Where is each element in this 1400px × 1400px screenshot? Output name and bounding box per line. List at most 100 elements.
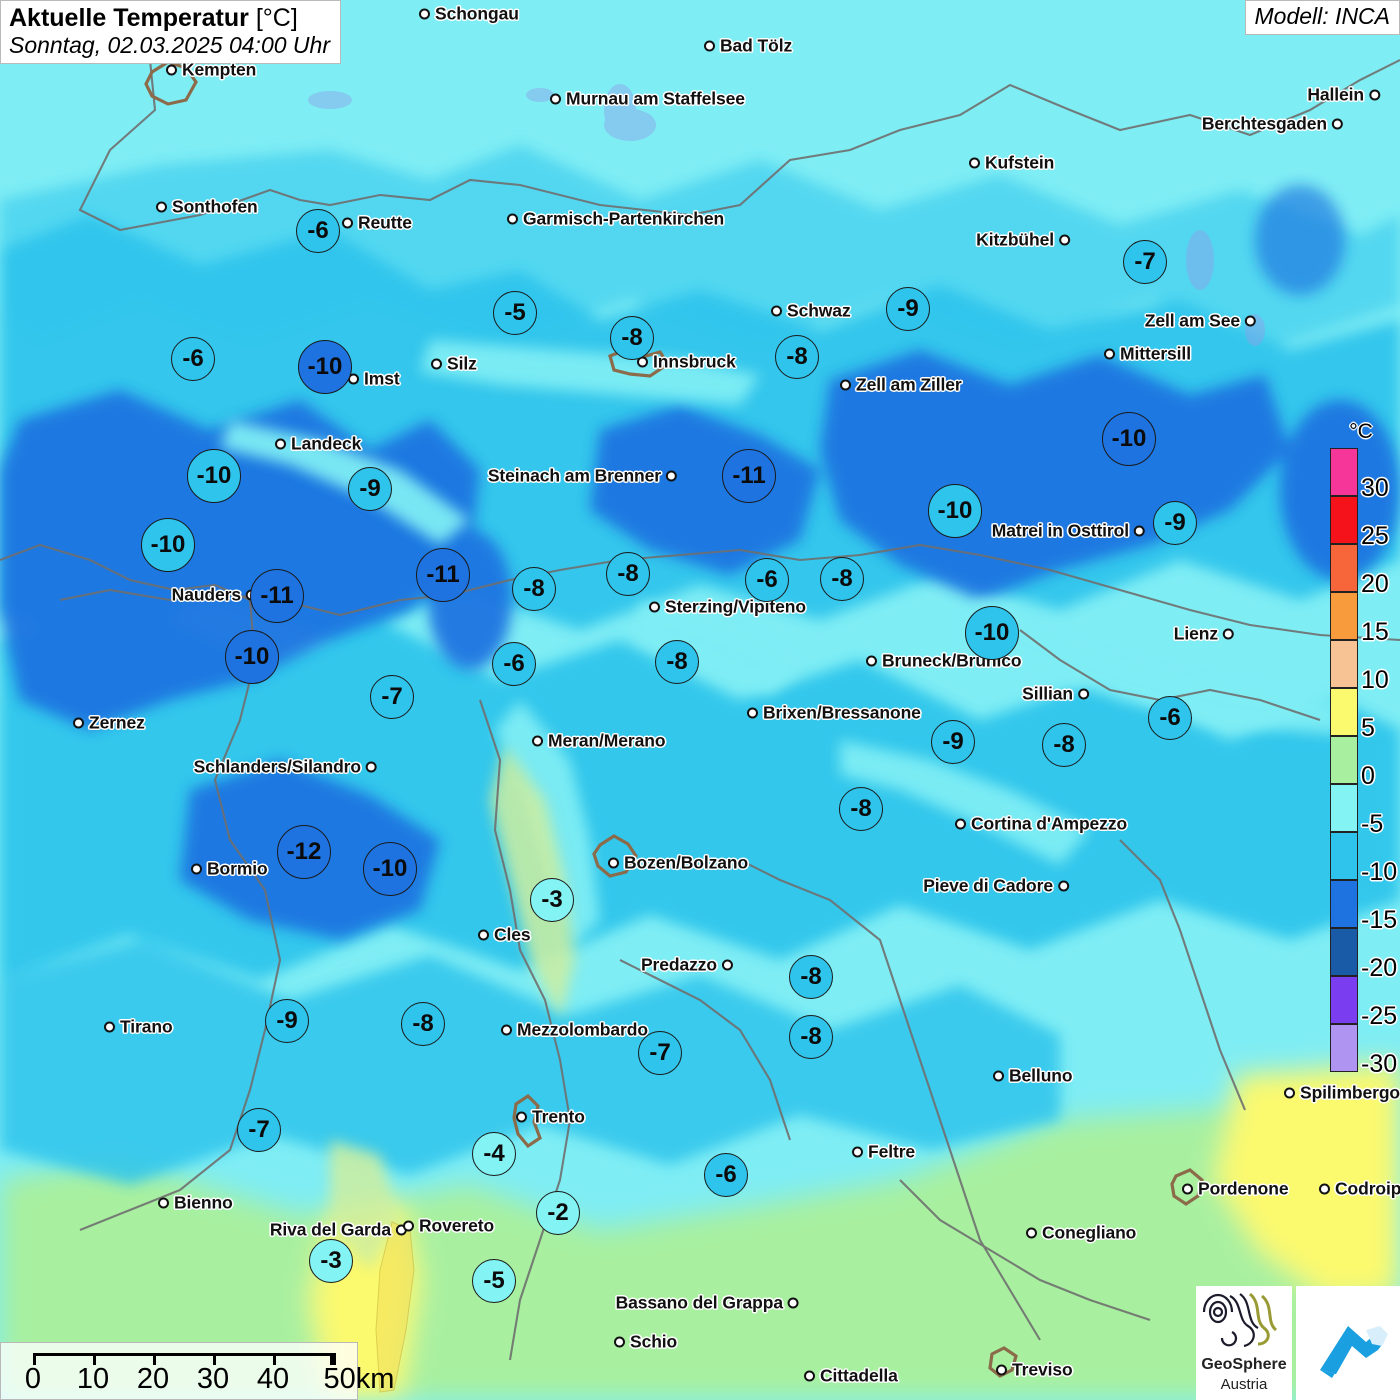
- city-label: Kitzbühel: [976, 229, 1054, 250]
- station-temperature-marker[interactable]: -9: [886, 287, 930, 331]
- station-temperature-marker[interactable]: -10: [298, 340, 352, 394]
- legend-swatch: [1330, 928, 1358, 976]
- city-dot-icon: [158, 1197, 169, 1209]
- city-label: Silz: [447, 353, 477, 374]
- city-dot-icon: [1104, 348, 1115, 360]
- city-dot-icon: [501, 1024, 512, 1036]
- station-temperature-marker[interactable]: -10: [225, 630, 279, 684]
- city-marker: Kitzbühel: [976, 230, 1070, 251]
- city-label: Bassano del Grappa: [615, 1292, 784, 1313]
- city-label: Cles: [494, 924, 531, 945]
- legend-row: -15: [1330, 880, 1397, 934]
- legend-swatch: [1330, 544, 1358, 592]
- city-dot-icon: [1245, 315, 1256, 327]
- station-temperature-marker[interactable]: -10: [363, 842, 417, 896]
- city-dot-icon: [1284, 1087, 1295, 1099]
- station-temperature-marker[interactable]: -10: [187, 449, 241, 503]
- city-label: Kufstein: [985, 152, 1055, 173]
- title-panel: Aktuelle Temperatur [°C] Sonntag, 02.03.…: [0, 0, 341, 65]
- station-temperature-marker[interactable]: -2: [536, 1191, 580, 1235]
- station-temperature-marker[interactable]: -6: [296, 209, 340, 253]
- station-temperature-marker[interactable]: -9: [348, 467, 392, 511]
- garda-lake: [375, 1221, 415, 1393]
- station-temperature-marker[interactable]: -10: [1102, 412, 1156, 466]
- station-temperature-marker[interactable]: -5: [472, 1259, 516, 1303]
- border-lines: [0, 59, 1400, 1361]
- station-temperature-marker[interactable]: -8: [655, 640, 699, 684]
- station-temperature-marker[interactable]: -7: [1123, 240, 1167, 284]
- legend-row: 30: [1330, 448, 1392, 502]
- station-temperature-marker[interactable]: -8: [610, 316, 654, 360]
- station-temperature-marker[interactable]: -8: [606, 552, 650, 596]
- city-dot-icon: [275, 438, 286, 450]
- city-label: Schlanders/Silandro: [193, 756, 361, 777]
- station-temperature-marker[interactable]: -5: [493, 291, 537, 335]
- station-temperature-marker[interactable]: -6: [492, 642, 536, 686]
- station-temperature-marker[interactable]: -8: [789, 1015, 833, 1059]
- city-dot-icon: [666, 470, 677, 482]
- legend-row: 20: [1330, 544, 1392, 598]
- city-marker: Bormio: [191, 859, 268, 880]
- station-temperature-marker[interactable]: -10: [965, 606, 1019, 660]
- station-temperature-marker[interactable]: -8: [401, 1002, 445, 1046]
- station-temperature-marker[interactable]: -10: [928, 484, 982, 538]
- city-label: Sterzing/Vipiteno: [665, 596, 806, 617]
- station-temperature-marker[interactable]: -8: [820, 557, 864, 601]
- legend-tick-label: -25: [1361, 1002, 1398, 1030]
- station-temperature-marker[interactable]: -9: [931, 720, 975, 764]
- station-temperature-marker[interactable]: -7: [370, 675, 414, 719]
- station-temperature-marker[interactable]: -9: [265, 999, 309, 1043]
- station-temperature-marker[interactable]: -7: [237, 1108, 281, 1152]
- station-temperature-marker[interactable]: -11: [722, 449, 776, 503]
- legend-tick-label: -15: [1361, 906, 1398, 934]
- station-temperature-marker[interactable]: -8: [839, 787, 883, 831]
- station-temperature-marker[interactable]: -7: [638, 1031, 682, 1075]
- city-dot-icon: [1026, 1227, 1037, 1239]
- legend-swatch: [1330, 688, 1358, 736]
- station-temperature-marker[interactable]: -12: [277, 825, 331, 879]
- city-marker: Kufstein: [969, 153, 1054, 174]
- city-marker: Schlanders/Silandro: [194, 757, 377, 778]
- legend-row: -25: [1330, 976, 1397, 1030]
- scale-label: 10: [76, 1363, 110, 1395]
- station-temperature-marker[interactable]: -8: [1042, 723, 1086, 767]
- legend-tick-label: 30: [1361, 474, 1389, 502]
- city-marker: Silz: [431, 354, 477, 375]
- city-marker: Mittersill: [1104, 344, 1191, 365]
- city-label: Belluno: [1009, 1065, 1073, 1086]
- station-temperature-marker[interactable]: -3: [530, 878, 574, 922]
- city-marker: Riva del Garda: [270, 1220, 407, 1241]
- station-temperature-marker[interactable]: -8: [512, 567, 556, 611]
- city-label: Rovereto: [419, 1215, 495, 1236]
- city-marker: Sillian: [1022, 684, 1089, 705]
- station-temperature-marker[interactable]: -8: [775, 335, 819, 379]
- city-label: Treviso: [1012, 1359, 1073, 1380]
- station-temperature-marker[interactable]: -6: [1148, 696, 1192, 740]
- city-label: Garmisch-Partenkirchen: [523, 208, 725, 229]
- station-temperature-marker[interactable]: -4: [472, 1132, 516, 1176]
- city-label: Landeck: [291, 433, 362, 454]
- city-label: Mezzolombardo: [517, 1019, 648, 1040]
- station-temperature-marker[interactable]: -9: [1153, 501, 1197, 545]
- station-temperature-marker[interactable]: -8: [789, 955, 833, 999]
- city-label: Steinach am Brenner: [487, 465, 661, 486]
- city-dot-icon: [342, 217, 353, 229]
- station-temperature-marker[interactable]: -11: [250, 569, 304, 623]
- city-label: Codroipo: [1335, 1178, 1400, 1199]
- station-temperature-marker[interactable]: -6: [745, 558, 789, 602]
- city-dot-icon: [804, 1370, 815, 1382]
- station-temperature-marker[interactable]: -11: [416, 548, 470, 602]
- city-dot-icon: [532, 735, 543, 747]
- station-temperature-marker[interactable]: -3: [309, 1239, 353, 1283]
- city-label: Kempten: [182, 59, 257, 80]
- city-marker: Reutte: [342, 213, 412, 234]
- city-marker: Zernez: [73, 713, 145, 734]
- city-dot-icon: [507, 213, 518, 225]
- city-dot-icon: [1223, 628, 1234, 640]
- city-marker: Belluno: [993, 1065, 1073, 1087]
- station-temperature-marker[interactable]: -10: [141, 518, 195, 572]
- title-timestamp: Sonntag, 02.03.2025 04:00 Uhr: [9, 32, 330, 58]
- station-temperature-marker[interactable]: -6: [171, 337, 215, 381]
- station-temperature-marker[interactable]: -6: [704, 1153, 748, 1197]
